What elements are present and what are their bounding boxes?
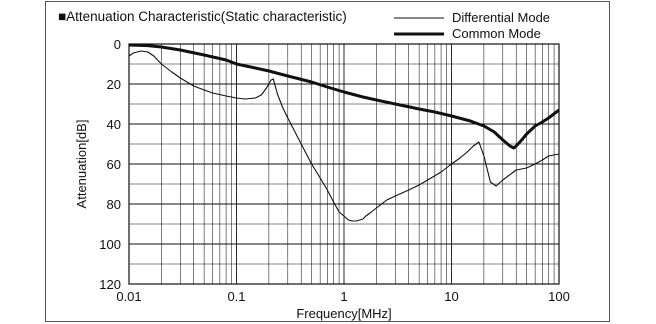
x-tick-label: 0.01 bbox=[116, 289, 141, 304]
y-axis-ticks: 0 20 40 60 80 100 120 bbox=[99, 37, 121, 292]
y-tick-label: 20 bbox=[107, 77, 121, 92]
series-line-differential-mode bbox=[128, 50, 560, 222]
legend-label-differential-mode: Differential Mode bbox=[452, 10, 550, 25]
legend-label-common-mode: Common Mode bbox=[452, 26, 541, 41]
chart-title: ■Attenuation Characteristic(Static chara… bbox=[58, 9, 347, 24]
y-tick-label: 120 bbox=[99, 277, 121, 292]
series-line-common-mode bbox=[128, 43, 560, 150]
x-tick-label: 1 bbox=[340, 289, 347, 304]
x-axis-ticks: 0.01 0.1 1 10 100 bbox=[116, 289, 570, 304]
y-tick-label: 0 bbox=[114, 37, 121, 52]
x-tick-label: 0.1 bbox=[227, 289, 245, 304]
y-tick-label: 80 bbox=[107, 197, 121, 212]
y-tick-label: 60 bbox=[107, 157, 121, 172]
series-lines bbox=[128, 43, 560, 222]
x-tick-label: 100 bbox=[548, 289, 570, 304]
y-tick-label: 100 bbox=[99, 237, 121, 252]
x-tick-label: 10 bbox=[444, 289, 458, 304]
plot-area-border bbox=[128, 43, 560, 285]
x-axis-label: Frequency[MHz] bbox=[296, 306, 391, 321]
y-axis-label: Attenuation[dB] bbox=[74, 120, 89, 209]
grid bbox=[129, 44, 559, 284]
legend: Differential Mode Common Mode bbox=[394, 10, 550, 41]
y-tick-label: 40 bbox=[107, 117, 121, 132]
